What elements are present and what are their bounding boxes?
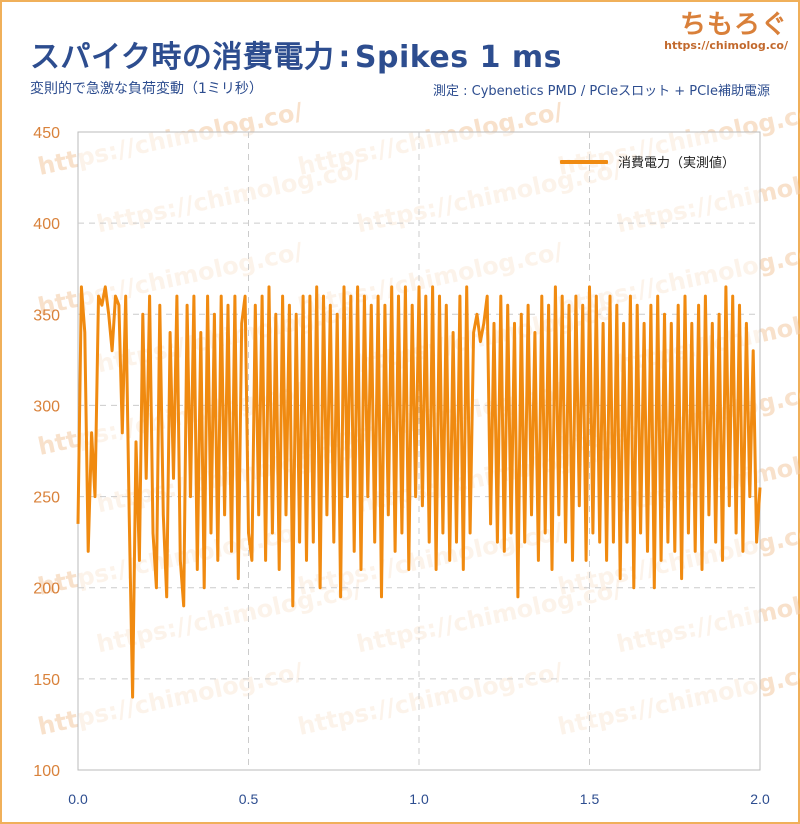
x-tick-label: 2.0 xyxy=(750,791,770,807)
series-line-power xyxy=(76,285,762,699)
y-tick-label: 350 xyxy=(33,307,60,324)
logo-mark: ちもろぐ xyxy=(679,10,788,40)
chart-subtitle: 変則的で急激な負荷変動（1ミリ秒） xyxy=(30,81,263,97)
site-logo: ちもろぐ https://chimolog.co/ xyxy=(664,4,788,52)
y-tick-label: 100 xyxy=(33,763,60,780)
legend-label: 消費電力（実測値） xyxy=(618,156,736,171)
title-en: Spikes 1 ms xyxy=(354,40,562,75)
x-tick-label: 0.0 xyxy=(68,791,88,807)
y-tick-label: 150 xyxy=(33,672,60,689)
x-tick-label: 1.0 xyxy=(409,791,429,807)
x-tick-label: 0.5 xyxy=(239,791,259,807)
legend-swatch xyxy=(560,159,608,164)
y-tick-label: 250 xyxy=(33,490,60,507)
y-tick-label: 450 xyxy=(33,125,60,142)
y-tick-label: 200 xyxy=(33,581,60,598)
logo-url: https://chimolog.co/ xyxy=(664,39,788,52)
x-axis-ticks: 0.0 0.5 1.0 1.5 2.0 xyxy=(68,791,770,807)
measurement-note: 測定 : Cybenetics PMD / PCIeスロット + PCIe補助電… xyxy=(432,84,770,99)
y-tick-label: 400 xyxy=(33,216,60,233)
x-tick-label: 1.5 xyxy=(580,791,600,807)
title-separator: : xyxy=(338,40,351,75)
page-title: スパイク時の消費電力: Spikes 1 ms xyxy=(30,32,562,76)
y-tick-label: 300 xyxy=(33,398,60,415)
chart-legend: 消費電力（実測値） xyxy=(560,152,735,171)
title-jp: スパイク時の消費電力 xyxy=(30,40,335,75)
y-axis-ticks: 100 150 200 250 300 350 400 450 xyxy=(33,125,60,780)
